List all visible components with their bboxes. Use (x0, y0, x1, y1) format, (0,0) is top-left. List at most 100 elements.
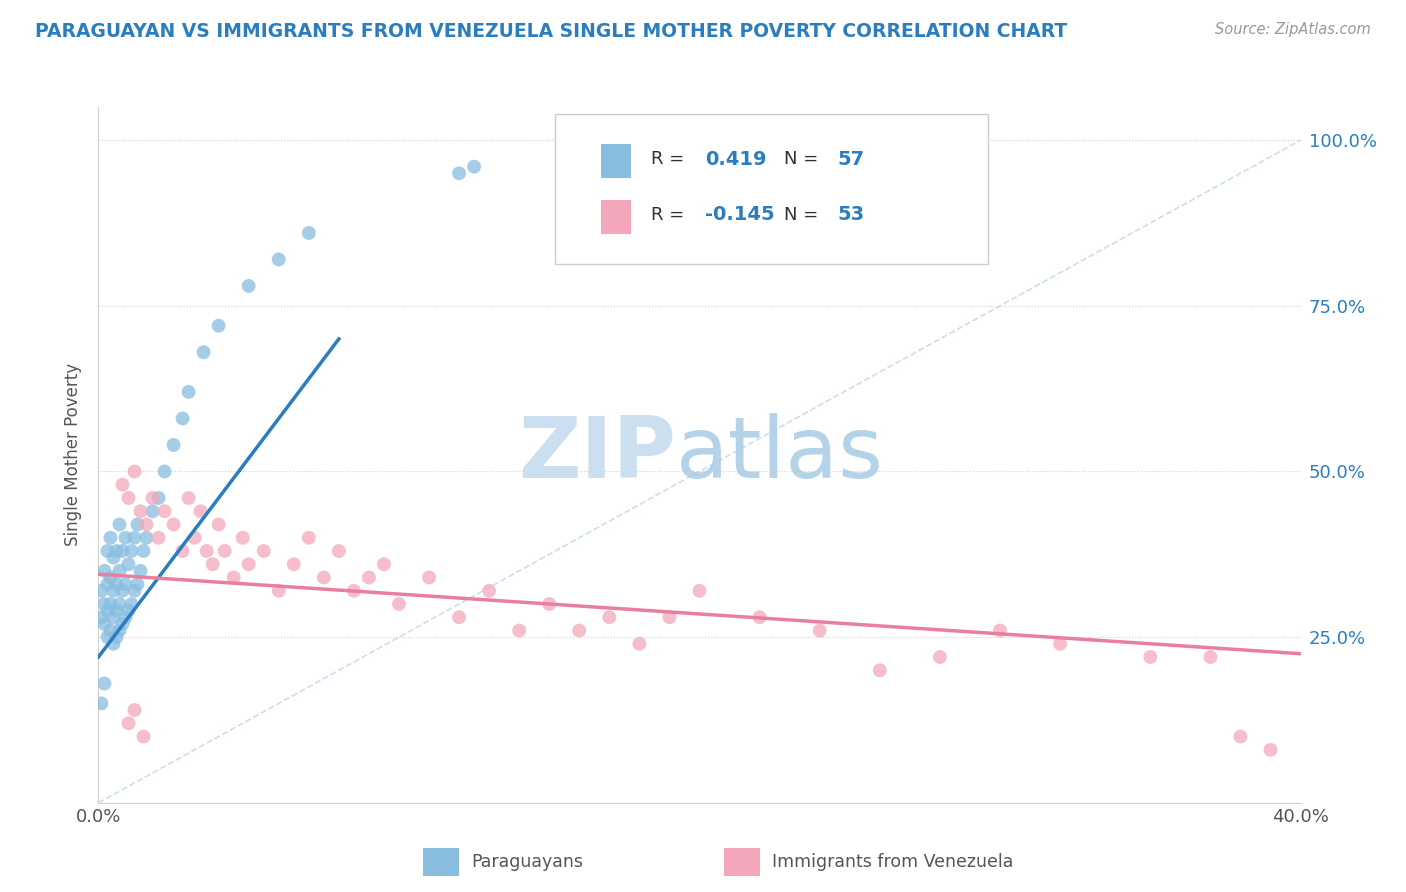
Text: PARAGUAYAN VS IMMIGRANTS FROM VENEZUELA SINGLE MOTHER POVERTY CORRELATION CHART: PARAGUAYAN VS IMMIGRANTS FROM VENEZUELA … (35, 22, 1067, 41)
Point (1199, 650, 1222, 665)
Bar (423, 848, 458, 876)
Point (124, 531, 146, 545)
Point (418, 570, 440, 584)
Point (388, 597, 411, 611)
Text: N =: N = (783, 150, 824, 169)
Text: N =: N = (783, 206, 824, 224)
Point (121, 597, 143, 611)
Point (748, 610, 770, 624)
Bar (724, 848, 759, 876)
Point (177, 491, 200, 505)
Point (190, 504, 212, 518)
Point (117, 491, 139, 505)
Point (117, 716, 139, 731)
Text: atlas: atlas (675, 413, 883, 497)
Point (114, 610, 136, 624)
Point (96, 630, 118, 644)
Point (183, 531, 205, 545)
Point (658, 610, 681, 624)
Point (162, 517, 184, 532)
Point (103, 583, 125, 598)
Point (568, 624, 591, 638)
Point (172, 411, 194, 425)
Point (117, 604, 139, 618)
Point (214, 544, 236, 558)
Point (195, 544, 218, 558)
Point (478, 583, 501, 598)
Point (201, 558, 224, 572)
Point (153, 465, 176, 479)
Point (105, 544, 128, 558)
Point (312, 570, 335, 584)
Point (193, 345, 215, 359)
Point (103, 637, 125, 651)
Point (298, 531, 321, 545)
Point (208, 318, 231, 333)
Point (1049, 637, 1071, 651)
Point (132, 544, 155, 558)
Point (222, 570, 245, 584)
Point (129, 504, 152, 518)
Point (117, 558, 139, 572)
Point (267, 583, 290, 598)
Point (132, 730, 155, 744)
Text: R =: R = (651, 206, 690, 224)
Point (689, 583, 711, 598)
Point (267, 252, 290, 267)
Point (108, 517, 131, 532)
Point (253, 544, 276, 558)
Text: Source: ZipAtlas.com: Source: ZipAtlas.com (1215, 22, 1371, 37)
Point (373, 558, 395, 572)
Point (124, 703, 146, 717)
Point (148, 531, 170, 545)
Point (108, 624, 131, 638)
Point (93, 616, 115, 631)
Point (127, 517, 149, 532)
Point (100, 597, 122, 611)
Point (90, 697, 112, 711)
Text: Immigrants from Venezuela: Immigrants from Venezuela (772, 853, 1012, 871)
Point (100, 531, 122, 545)
Point (124, 465, 146, 479)
Point (121, 544, 143, 558)
Point (162, 438, 184, 452)
Point (1229, 730, 1251, 744)
Bar (600, 200, 631, 234)
Point (93, 676, 115, 690)
Point (808, 624, 831, 638)
Point (135, 531, 157, 545)
Point (96, 577, 118, 591)
Point (124, 583, 146, 598)
Point (105, 577, 128, 591)
Point (328, 544, 350, 558)
Y-axis label: Single Mother Poverty: Single Mother Poverty (65, 363, 83, 547)
Point (105, 604, 128, 618)
Point (90, 583, 112, 598)
Text: -0.145: -0.145 (706, 205, 775, 225)
Text: R =: R = (651, 150, 690, 169)
Point (108, 597, 131, 611)
Point (111, 616, 134, 631)
Point (153, 504, 176, 518)
Point (148, 491, 170, 505)
Point (135, 517, 157, 532)
Point (141, 504, 163, 518)
Point (357, 570, 380, 584)
Point (177, 384, 200, 399)
Point (1260, 743, 1282, 757)
Point (508, 624, 530, 638)
Point (93, 597, 115, 611)
Point (100, 624, 122, 638)
Point (93, 564, 115, 578)
Point (111, 477, 134, 491)
Point (208, 517, 231, 532)
Point (598, 610, 620, 624)
Point (232, 531, 254, 545)
Point (1139, 650, 1161, 665)
Point (929, 650, 952, 665)
Point (114, 531, 136, 545)
Point (103, 550, 125, 565)
Point (283, 558, 305, 572)
Text: 0.419: 0.419 (706, 150, 768, 169)
Text: ZIP: ZIP (517, 413, 675, 497)
